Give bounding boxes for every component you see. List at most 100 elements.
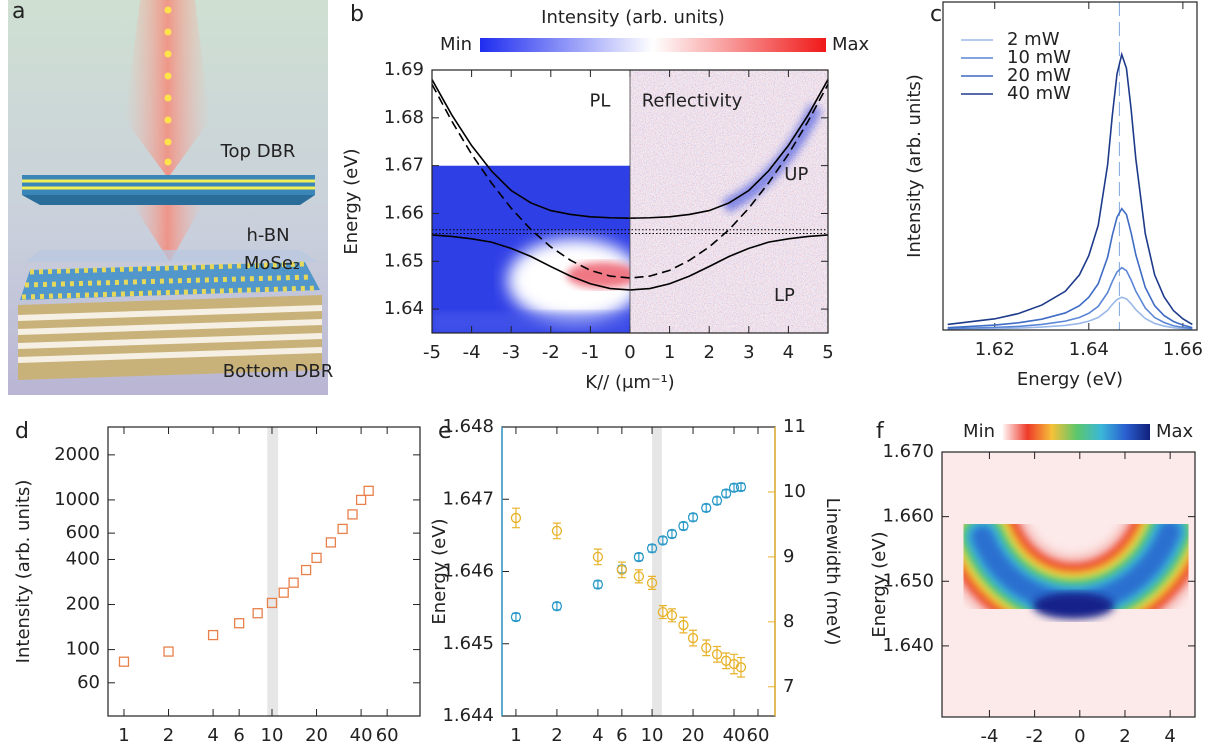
y-axis-label: Energy (eV): [429, 518, 450, 624]
photons: [164, 6, 172, 166]
error-bar: [679, 616, 688, 634]
marker: [720, 488, 732, 499]
panel: e 1 2 4 6 10 20 40 60 1.644 1.645 1.646 1.647 1.648 7 8…: [429, 416, 843, 746]
marker: [288, 577, 299, 588]
x-tick-label: 10: [641, 725, 664, 746]
marker: [510, 611, 522, 623]
x-tick-label: 4: [592, 725, 603, 746]
y-tick-label: 1.648: [442, 416, 494, 437]
plot-frame: [941, 451, 1196, 718]
x-axis-label: K// (μm⁻¹): [585, 372, 674, 393]
hbn-layer: [25, 250, 318, 262]
marker: [163, 646, 174, 657]
annotation: UP: [784, 164, 808, 185]
y-axis-label: Intensity (arb. units): [13, 480, 34, 664]
y-tick-label: 1.66: [384, 202, 424, 223]
x-tick-label: -2: [1026, 726, 1044, 747]
legend-label: 2 mW: [1007, 29, 1060, 50]
error-bar: [713, 496, 722, 505]
marker: [325, 537, 337, 548]
marker: [666, 528, 678, 540]
error-bar: [617, 561, 626, 579]
colorbar: [1003, 424, 1150, 440]
annotation: LP: [774, 285, 795, 306]
y2-axis-label: Linewidth (meV): [822, 498, 843, 646]
map-core: [1033, 592, 1115, 619]
y-axis-label: Intensity (arb. units): [904, 74, 925, 258]
x-tick-label: 4: [783, 342, 794, 363]
error-bar: [702, 639, 711, 657]
marker: [311, 552, 322, 564]
legend-label: 20 mW: [1007, 65, 1071, 86]
error-bar: [736, 656, 745, 678]
x-tick-label: -5: [423, 342, 441, 363]
x-tick-label: 1.64: [1069, 339, 1109, 360]
error-bar: [713, 645, 722, 663]
shaded-band: [652, 427, 662, 716]
colorbar: [480, 38, 826, 52]
marker: [551, 525, 563, 537]
series-line: [947, 296, 1193, 331]
annotation: PL: [590, 91, 611, 112]
series-line: [947, 266, 1193, 330]
error-bar: [593, 548, 602, 566]
series-line: [947, 207, 1193, 329]
y-tick-label: 1.69: [384, 59, 424, 80]
y-tick-label: 400: [66, 548, 100, 569]
marker: [355, 494, 367, 506]
y-tick-label: 1.67: [384, 155, 424, 176]
marker: [363, 485, 374, 496]
plot-frame: [942, 1, 1198, 331]
x-tick-label: 60: [376, 725, 399, 746]
y-tick-label: 1.670: [882, 441, 934, 462]
x-tick-label: 4: [207, 725, 218, 746]
colorbar-max: Max: [832, 34, 870, 55]
marker: [646, 577, 658, 589]
mose2-layer: [20, 261, 320, 300]
marker: [337, 523, 348, 535]
marker: [233, 618, 245, 629]
x-tick-label: 2: [551, 725, 562, 746]
y-tick-label: 1.65: [384, 250, 424, 271]
x-tick-label: -3: [502, 342, 520, 363]
y2-tick-label: 9: [783, 546, 794, 567]
panel-label: f: [876, 419, 885, 444]
colorbar-title: Intensity (arb. units): [541, 7, 725, 28]
marker: [687, 512, 699, 523]
marker: [701, 502, 712, 514]
y-tick-label: 1.645: [442, 633, 494, 654]
marker: [266, 597, 278, 609]
x-tick-label: 0: [624, 342, 635, 363]
plot-frame: [107, 426, 421, 717]
error-bar: [511, 612, 520, 622]
y-tick-label: 1.640: [882, 635, 934, 656]
x-tick-label: 5: [822, 342, 833, 363]
x-tick-label: 6: [616, 725, 627, 746]
marker: [666, 610, 678, 621]
laser-beam: [125, 0, 210, 178]
x-tick-label: -2: [542, 342, 560, 363]
y-tick-label: 1.647: [442, 488, 494, 509]
panel-label: d: [15, 419, 29, 444]
y-tick-label: 1000: [54, 489, 100, 510]
x-tick-label: -4: [980, 726, 998, 747]
marker: [633, 551, 645, 563]
y2-tick-label: 11: [783, 416, 806, 437]
pl-map: [566, 261, 638, 289]
error-bar: [634, 552, 643, 562]
y-tick-label: 600: [66, 522, 100, 543]
pl-map: [432, 311, 630, 333]
marker: [701, 642, 712, 653]
y-tick-label: 1.68: [384, 107, 424, 128]
marker: [735, 481, 747, 493]
marker: [510, 512, 522, 524]
shaded-band: [267, 427, 279, 716]
y-tick-label: 200: [66, 594, 100, 615]
annotation: Reflectivity: [642, 91, 743, 112]
legend-label: 40 mW: [1007, 83, 1071, 104]
layer-label: Top DBR: [220, 141, 296, 162]
x-tick-label: 1.62: [975, 339, 1015, 360]
x-tick-label: 10: [261, 725, 284, 746]
colorbar-max: Max: [1156, 421, 1194, 442]
